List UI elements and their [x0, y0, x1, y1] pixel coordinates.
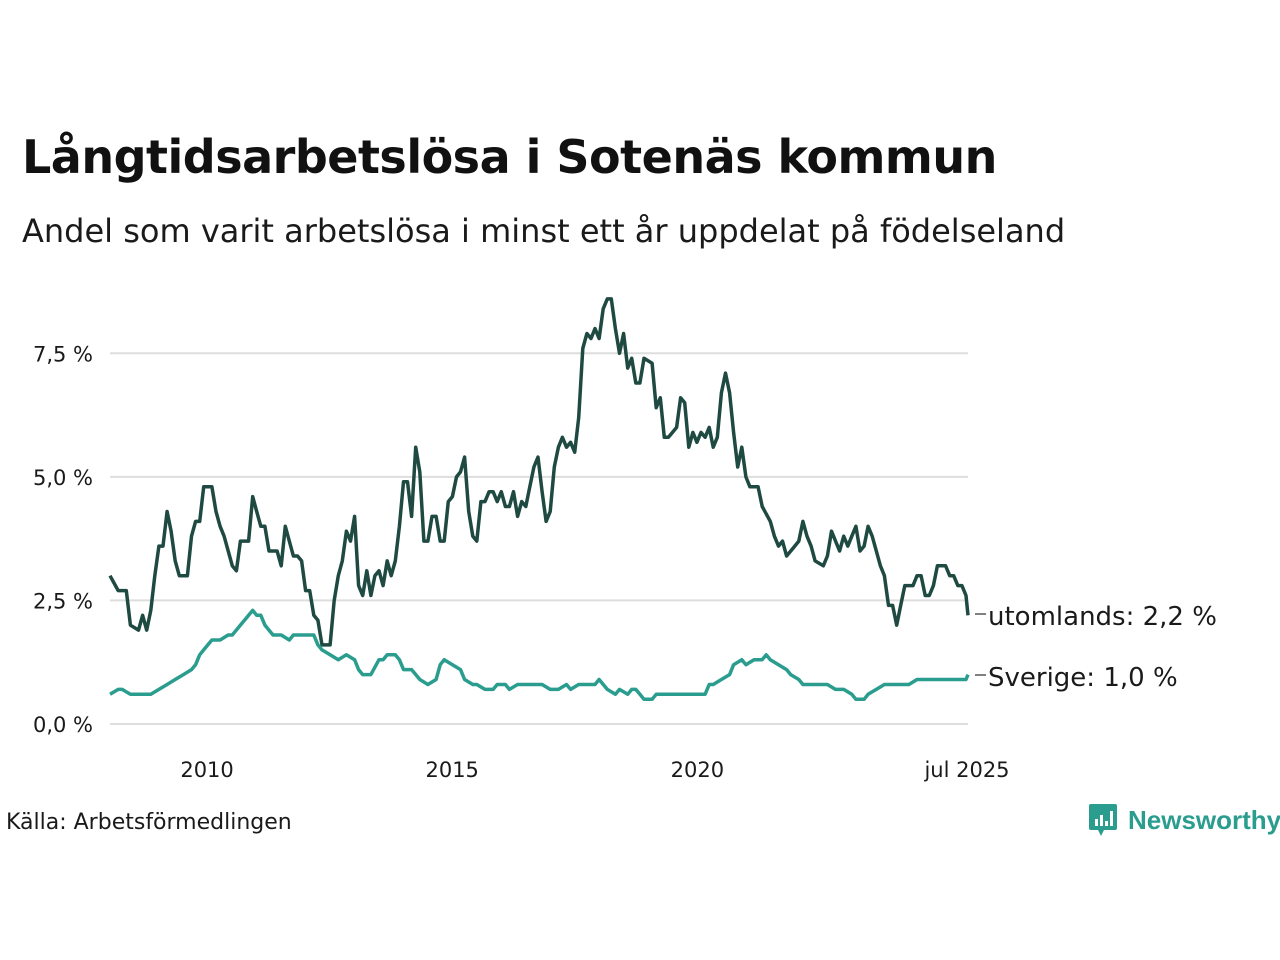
y-tick-label: 2,5 %: [33, 589, 93, 613]
brand-name: Newsworthy: [1128, 804, 1280, 835]
x-tick-label: jul 2025: [923, 758, 1009, 782]
x-tick-label: 2020: [671, 758, 724, 782]
x-axis-ticks: 2010 2015 2020 jul 2025: [180, 758, 1009, 782]
source-note: Källa: Arbetsförmedlingen: [6, 810, 292, 835]
series-end-label: Sverige: 1,0 %: [988, 663, 1178, 693]
y-tick-label: 7,5 %: [33, 342, 93, 366]
y-tick-label: 0,0 %: [33, 713, 93, 737]
gridlines: [110, 352, 968, 725]
y-tick-label: 5,0 %: [33, 466, 93, 490]
series-end-labels: utomlands: 2,2 % Sverige: 1,0 %: [975, 602, 1217, 693]
series-line-utomlands: [108, 297, 970, 647]
series-end-label: utomlands: 2,2 %: [988, 602, 1217, 632]
x-tick-label: 2010: [180, 758, 233, 782]
chart-subtitle: Andel som varit arbetslösa i minst ett å…: [22, 212, 1066, 250]
series-line-sverige: [109, 608, 970, 702]
y-axis-ticks: 0,0 % 2,5 % 5,0 % 7,5 %: [33, 342, 93, 737]
chart-title: Långtidsarbetslösa i Sotenäs kommun: [22, 130, 997, 184]
x-tick-label: 2015: [425, 758, 478, 782]
series-lines: [108, 297, 970, 702]
newsworthy-logo-icon: [1089, 804, 1117, 836]
brand: Newsworthy: [1088, 803, 1280, 837]
